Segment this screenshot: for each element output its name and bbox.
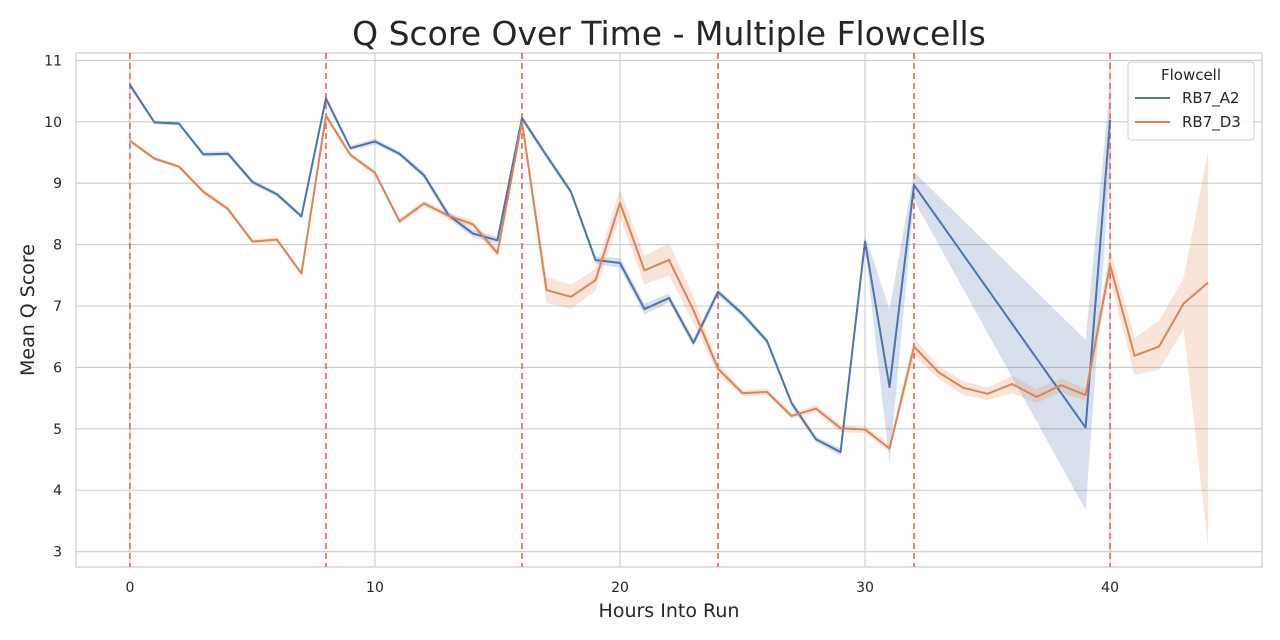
tick-labels: 0 10 20 30 40 3 4 5 6 7 8 9 10 11 [44,53,1119,596]
grid-lines [76,53,1262,567]
x-tick-label-20: 20 [611,580,629,596]
legend-label-rb7-d3: RB7_D3 [1182,113,1241,132]
y-tick-label-7: 7 [53,299,62,315]
legend-title: Flowcell [1161,66,1221,84]
y-tick-label-8: 8 [53,238,62,254]
y-tick-label-3: 3 [53,545,62,561]
x-tick-label-30: 30 [856,580,874,596]
y-tick-label-6: 6 [53,360,62,376]
x-tick-label-0: 0 [125,580,134,596]
y-tick-label-10: 10 [44,115,62,131]
plot-area [75,52,1263,568]
series-lines [129,84,1209,454]
legend-box [1127,61,1255,141]
x-tick-label-10: 10 [366,580,384,596]
y-axis-label: Mean Q Score [17,244,39,376]
y-tick-label-9: 9 [53,176,62,192]
series-line-rb7-a2 [129,84,1112,454]
chart-title: Q Score Over Time - Multiple Flowcells [352,14,986,53]
y-tick-label-5: 5 [53,422,62,438]
x-axis-label: Hours Into Run [599,600,740,622]
legend-label-rb7-a2: RB7_A2 [1182,89,1240,108]
series-line-rb7-d3 [129,114,1209,450]
x-tick-label-40: 40 [1101,580,1119,596]
legend: Flowcell RB7_A2 RB7_D3 [1127,61,1255,141]
reference-lines [129,53,1111,567]
y-tick-label-11: 11 [44,53,62,69]
y-tick-label-4: 4 [53,483,62,499]
